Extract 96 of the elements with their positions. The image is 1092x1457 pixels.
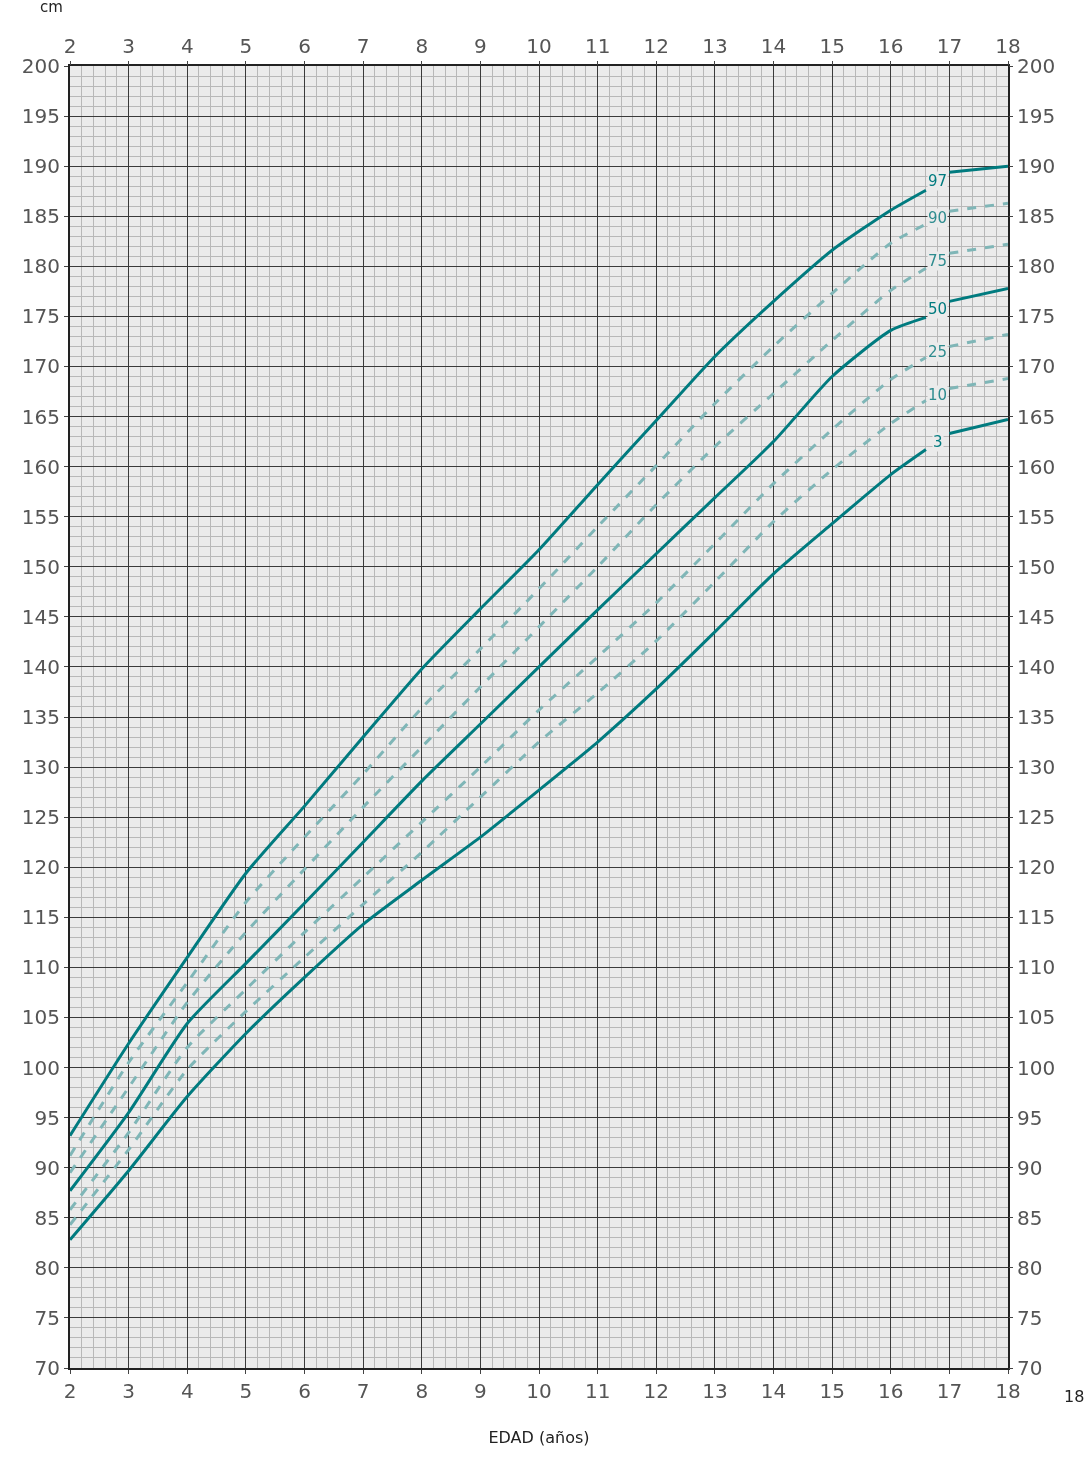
x-tick-label: 12: [643, 34, 669, 58]
y2-tick-label: 70: [1017, 1356, 1043, 1380]
y-tick-label: 180: [21, 254, 60, 279]
x-tick-label: 4: [180, 34, 194, 58]
y2-tick-label: 145: [1017, 604, 1056, 629]
x-tick-label: 15: [819, 34, 845, 58]
y2-tick-label: 110: [1017, 955, 1056, 980]
y2-tick-label: 150: [1017, 554, 1056, 579]
series-label: 97: [928, 172, 948, 190]
y2-tick-label: 140: [1017, 654, 1056, 679]
y-tick-label: 140: [21, 654, 60, 679]
x2-tick-label: 3: [122, 1379, 135, 1403]
y-tick-label: 100: [21, 1055, 60, 1080]
y2-tick-label: 185: [1017, 204, 1056, 229]
y-tick-label: 165: [21, 404, 60, 429]
y-tick-label: 135: [21, 705, 60, 729]
y-tick-label: 185: [21, 204, 60, 229]
x-tick-label: 8: [415, 34, 429, 58]
y2-tick-label: 85: [1017, 1205, 1043, 1230]
y2-tick-label: 100: [1017, 1055, 1056, 1080]
y-tick-label: 105: [21, 1005, 60, 1030]
y-tick-label: 190: [21, 154, 60, 179]
x2-tick-label: 5: [239, 1379, 253, 1403]
y-axis-title: cm: [40, 0, 63, 16]
y2-tick-label: 80: [1017, 1255, 1043, 1280]
x2-tick-label: 10: [526, 1379, 552, 1403]
x-tick-label: 14: [760, 34, 787, 58]
y2-tick-label: 90: [1017, 1155, 1043, 1180]
x-tick-label: 2: [63, 34, 77, 58]
x2-tick-label: 11: [584, 1379, 611, 1403]
series-label: 3: [933, 433, 943, 451]
x-tick-label: 9: [474, 34, 487, 58]
y-tick-label: 170: [21, 354, 60, 379]
x-tick-label: 10: [526, 34, 552, 58]
y2-tick-label: 160: [1017, 454, 1056, 479]
y2-tick-label: 170: [1017, 354, 1056, 379]
x2-tick-label: 16: [878, 1379, 904, 1403]
x-tick-label: 11: [584, 34, 611, 58]
y-tick-label: 200: [21, 54, 60, 78]
y2-tick-label: 125: [1017, 805, 1056, 830]
x2-tick-label: 12: [643, 1379, 669, 1403]
series-label: 25: [928, 343, 948, 361]
y2-tick-label: 190: [1017, 154, 1056, 179]
series-label: 75: [928, 252, 948, 270]
y2-tick-label: 130: [1017, 755, 1056, 780]
x2-tick-label: 7: [356, 1379, 370, 1403]
y-tick-label: 110: [21, 955, 60, 980]
x2-tick-label: 17: [936, 1379, 963, 1403]
y-tick-label: 70: [34, 1356, 60, 1380]
y-tick-label: 155: [21, 504, 60, 529]
series-label: 50: [928, 300, 948, 318]
y-tick-label: 95: [34, 1105, 60, 1130]
y-tick-label: 150: [21, 554, 60, 579]
series-label: 90: [928, 209, 948, 227]
y-tick-label: 195: [21, 104, 60, 129]
y-tick-label: 90: [34, 1155, 60, 1180]
x-tick-label: 13: [702, 34, 728, 58]
x-tick-label: 6: [298, 34, 311, 58]
y-tick-label: 85: [34, 1205, 60, 1230]
y2-tick-label: 105: [1017, 1005, 1056, 1030]
x-tick-label: 17: [936, 34, 963, 58]
text: 18: [1064, 1387, 1085, 1406]
y-tick-label: 80: [34, 1255, 60, 1280]
y2-tick-label: 180: [1017, 254, 1056, 279]
x2-tick-label: 18: [995, 1379, 1021, 1403]
x-axis-title: EDAD (años): [488, 1428, 590, 1448]
x-tick-label: 7: [356, 34, 370, 58]
y2-tick-label: 120: [1017, 855, 1056, 880]
y-tick-label: 145: [21, 604, 60, 629]
x2-tick-label: 14: [760, 1379, 787, 1403]
y-tick-label: 120: [21, 855, 60, 880]
series-label: 10: [928, 386, 948, 404]
y2-tick-label: 195: [1017, 104, 1056, 129]
x2-tick-label: 8: [415, 1379, 429, 1403]
y-tick-label: 115: [21, 905, 60, 930]
y-tick-label: 160: [21, 454, 60, 479]
y2-tick-label: 95: [1017, 1105, 1043, 1130]
y-tick-label: 130: [21, 755, 60, 780]
x-tick-label: 5: [239, 34, 253, 58]
x2-tick-label: 6: [298, 1379, 311, 1403]
y2-tick-label: 75: [1017, 1305, 1043, 1330]
y2-tick-label: 115: [1017, 905, 1056, 930]
y-tick-label: 125: [21, 805, 60, 830]
x2-tick-label: 4: [180, 1379, 194, 1403]
y2-tick-label: 175: [1017, 304, 1056, 329]
x2-tick-label: 2: [63, 1379, 77, 1403]
x-tick-label: 16: [878, 34, 904, 58]
x-tick-label: 3: [122, 34, 135, 58]
y-tick-label: 75: [34, 1305, 60, 1330]
y2-tick-label: 155: [1017, 504, 1056, 529]
y2-tick-label: 165: [1017, 404, 1056, 429]
x2-tick-label: 15: [819, 1379, 845, 1403]
y-tick-label: 175: [21, 304, 60, 329]
x2-tick-label: 9: [474, 1379, 487, 1403]
x2-tick-label: 13: [702, 1379, 728, 1403]
y2-tick-label: 135: [1017, 705, 1056, 729]
